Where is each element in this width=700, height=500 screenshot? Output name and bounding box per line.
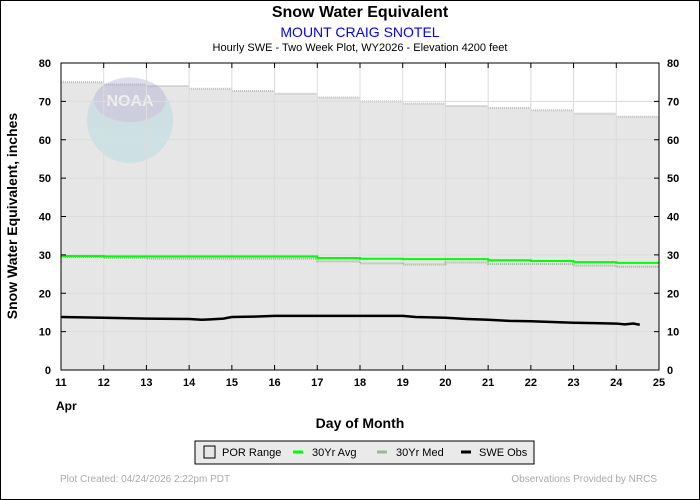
legend: POR Range 30Yr Avg 30Yr Med SWE Obs (194, 440, 535, 465)
swe-obs-line (60, 314, 640, 326)
y-tick-label-left: 10 (39, 327, 51, 339)
y-tick-label-left: 70 (39, 96, 51, 108)
x-tick-label: 19 (397, 377, 409, 389)
x-tick-label: 24 (610, 377, 623, 389)
y-tick-label-left: 40 (39, 212, 51, 224)
x-tick-label: 20 (439, 377, 451, 389)
x-tick-label: 21 (482, 377, 494, 389)
x-tick-label: 11 (55, 377, 67, 389)
y-tick-label-right: 20 (667, 288, 679, 300)
y-axis-label: Snow Water Equivalent, inches (4, 113, 20, 320)
noaa-watermark: NOAA (87, 77, 173, 163)
por-range-bar (530, 110, 574, 371)
y-tick-label-right: 10 (667, 327, 679, 339)
por-range-bar (103, 84, 147, 371)
legend-label-obs: SWE Obs (479, 447, 528, 459)
chart-subtitle: MOUNT CRAIG SNOTEL (280, 24, 439, 40)
chart-subtitle2: Hourly SWE - Two Week Plot, WY2026 - Ele… (213, 42, 508, 54)
chart-title: Snow Water Equivalent (272, 4, 449, 21)
por-range-bar (360, 101, 403, 370)
x-tick-label: 22 (525, 377, 537, 389)
por-range-bar (402, 103, 446, 371)
por-range-bar (488, 107, 531, 371)
por-range-bar (61, 82, 104, 370)
x-tick-label: 23 (567, 377, 579, 389)
y-tick-label-left: 20 (39, 288, 51, 300)
x-tick-label: 16 (268, 377, 280, 389)
x-tick-label: 13 (140, 377, 152, 389)
x-tick-label: 25 (653, 377, 665, 389)
y-tick-label-right: 70 (667, 96, 679, 108)
por-range-bar (616, 116, 659, 370)
legend-label-por: POR Range (222, 447, 281, 459)
y-tick-label-left: 30 (39, 250, 51, 262)
x-tick-label: 17 (311, 377, 323, 389)
plot-created: Plot Created: 04/24/2026 2:22pm PDT (60, 474, 230, 485)
y-tick-label-left: 50 (39, 173, 51, 185)
y-tick-label-right: 30 (667, 250, 679, 262)
por-range-bar (146, 86, 190, 371)
legend-swatch-por (203, 445, 216, 459)
y-tick-label-left: 80 (39, 58, 51, 70)
y-tick-label-right: 60 (667, 135, 679, 147)
x-tick-label: 14 (183, 377, 196, 389)
data-credit: Observations Provided by NRCS (511, 474, 657, 485)
por-range-bar (231, 91, 275, 371)
x-tick-label: 18 (354, 377, 366, 389)
y-tick-label-right: 0 (667, 365, 673, 377)
legend-label-avg: 30Yr Avg (312, 447, 356, 459)
y-tick-label-right: 80 (667, 58, 679, 70)
por-range-bar (274, 93, 318, 370)
y-tick-label-right: 40 (667, 212, 679, 224)
x-axis-label: Day of Month (316, 415, 405, 431)
por-range-bar (317, 97, 360, 370)
plot-border (60, 62, 660, 371)
x-sublabel: Apr (56, 399, 77, 413)
y-tick-label-left: 0 (45, 365, 51, 377)
por-range-bar (189, 88, 232, 371)
30yr-avg-line (61, 255, 659, 264)
legend-label-med: 30Yr Med (396, 447, 444, 459)
por-range-bar (573, 113, 617, 370)
x-tick-label: 15 (226, 377, 238, 389)
y-tick-label-right: 50 (667, 173, 679, 185)
y-tick-label-left: 60 (39, 135, 51, 147)
x-tick-label: 12 (98, 377, 110, 389)
30yr-med-line (61, 255, 659, 268)
por-range-bar (445, 105, 489, 370)
